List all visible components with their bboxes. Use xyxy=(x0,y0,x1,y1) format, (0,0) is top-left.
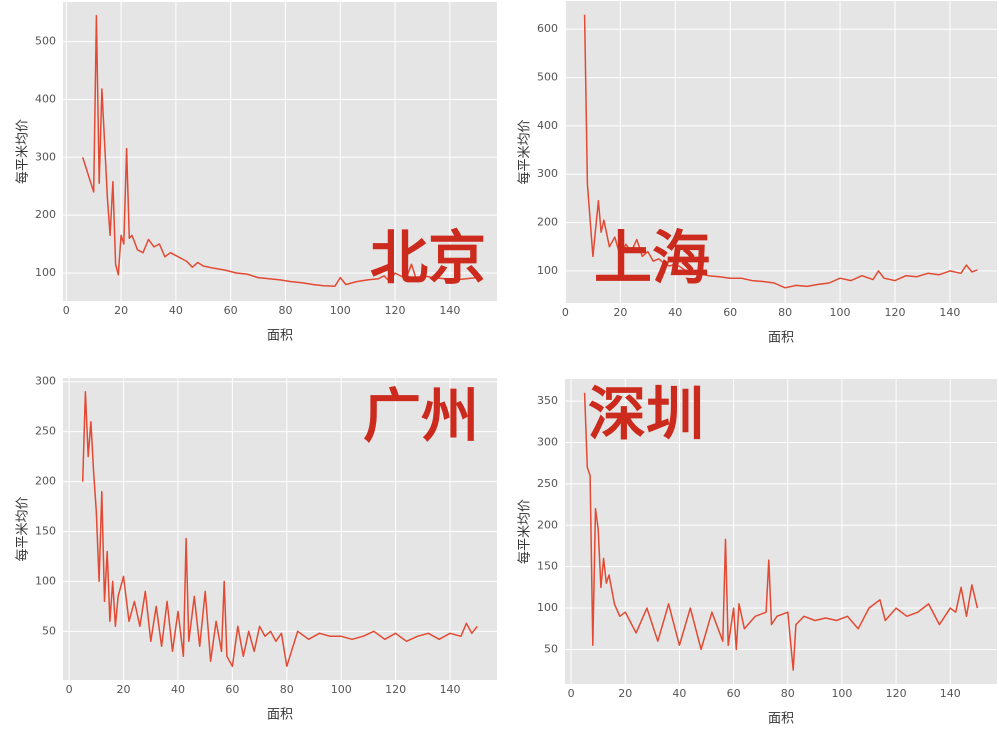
x-tick-label: 0 xyxy=(66,683,73,696)
city-annotation: 北京 xyxy=(370,224,486,292)
x-tick-label: 20 xyxy=(114,304,128,317)
x-tick-label: 120 xyxy=(886,687,907,700)
y-tick-label: 300 xyxy=(35,150,56,163)
x-tick-label: 100 xyxy=(330,304,351,317)
y-tick-label: 150 xyxy=(537,560,558,573)
x-tick-label: 60 xyxy=(225,683,239,696)
x-tick-label: 140 xyxy=(440,683,461,696)
x-tick-label: 40 xyxy=(668,306,682,319)
x-tick-label: 80 xyxy=(781,687,795,700)
x-tick-label: 100 xyxy=(331,683,352,696)
price-line xyxy=(81,14,478,288)
x-tick-label: 80 xyxy=(280,683,294,696)
y-tick-label: 50 xyxy=(544,642,558,655)
x-tick-label: 140 xyxy=(940,687,961,700)
x-tick-label: 120 xyxy=(385,683,406,696)
city-annotation: 深圳 xyxy=(588,380,704,448)
x-tick-label: 40 xyxy=(169,304,183,317)
plot-area xyxy=(565,1,997,303)
x-tick-label: 60 xyxy=(727,687,741,700)
y-tick-label: 200 xyxy=(35,475,56,488)
city-annotation: 上海 xyxy=(594,224,710,292)
price-line xyxy=(583,392,979,671)
plot-area xyxy=(565,379,997,684)
x-axis-label: 面积 xyxy=(768,331,794,346)
y-axis-label: 每平米均价 xyxy=(517,499,533,564)
y-tick-label: 400 xyxy=(537,119,558,132)
x-axis-label: 面积 xyxy=(768,712,794,727)
y-tick-label: 300 xyxy=(35,375,56,388)
x-tick-label: 0 xyxy=(63,304,70,317)
x-tick-label: 100 xyxy=(831,687,852,700)
x-tick-label: 20 xyxy=(117,683,131,696)
y-tick-label: 50 xyxy=(42,624,56,637)
plot-area xyxy=(63,378,497,680)
y-tick-label: 350 xyxy=(537,394,558,407)
y-tick-label: 500 xyxy=(537,71,558,84)
price-line xyxy=(81,390,478,668)
y-tick-label: 250 xyxy=(537,477,558,490)
city-annotation: 广州 xyxy=(363,382,479,450)
x-tick-label: 80 xyxy=(778,306,792,319)
y-tick-label: 200 xyxy=(537,216,558,229)
y-tick-label: 100 xyxy=(537,264,558,277)
x-tick-label: 20 xyxy=(618,687,632,700)
y-tick-label: 300 xyxy=(537,167,558,180)
y-tick-label: 600 xyxy=(537,22,558,35)
y-tick-label: 100 xyxy=(35,574,56,587)
x-tick-label: 20 xyxy=(613,306,627,319)
y-tick-label: 100 xyxy=(35,266,56,279)
y-tick-label: 200 xyxy=(35,208,56,221)
x-tick-label: 140 xyxy=(939,306,960,319)
x-tick-label: 120 xyxy=(884,306,905,319)
x-tick-label: 60 xyxy=(723,306,737,319)
y-tick-label: 400 xyxy=(35,92,56,105)
x-tick-label: 60 xyxy=(224,304,238,317)
x-tick-label: 0 xyxy=(562,306,569,319)
x-tick-label: 100 xyxy=(830,306,851,319)
y-tick-label: 250 xyxy=(35,425,56,438)
x-axis-label: 面积 xyxy=(267,708,293,723)
x-tick-label: 140 xyxy=(439,304,460,317)
y-tick-label: 150 xyxy=(35,524,56,537)
y-axis-label: 每平米均价 xyxy=(517,119,533,184)
y-tick-label: 300 xyxy=(537,436,558,449)
y-axis-label: 每平米均价 xyxy=(15,496,31,561)
x-tick-label: 40 xyxy=(171,683,185,696)
y-axis-label: 每平米均价 xyxy=(15,119,31,184)
y-tick-label: 200 xyxy=(537,518,558,531)
x-tick-label: 120 xyxy=(385,304,406,317)
price-line xyxy=(583,14,978,289)
x-tick-label: 0 xyxy=(568,687,575,700)
y-tick-label: 500 xyxy=(35,35,56,48)
plot-area xyxy=(63,2,497,301)
x-tick-label: 40 xyxy=(672,687,686,700)
x-axis-label: 面积 xyxy=(267,329,293,344)
y-tick-label: 100 xyxy=(537,601,558,614)
x-tick-label: 80 xyxy=(278,304,292,317)
